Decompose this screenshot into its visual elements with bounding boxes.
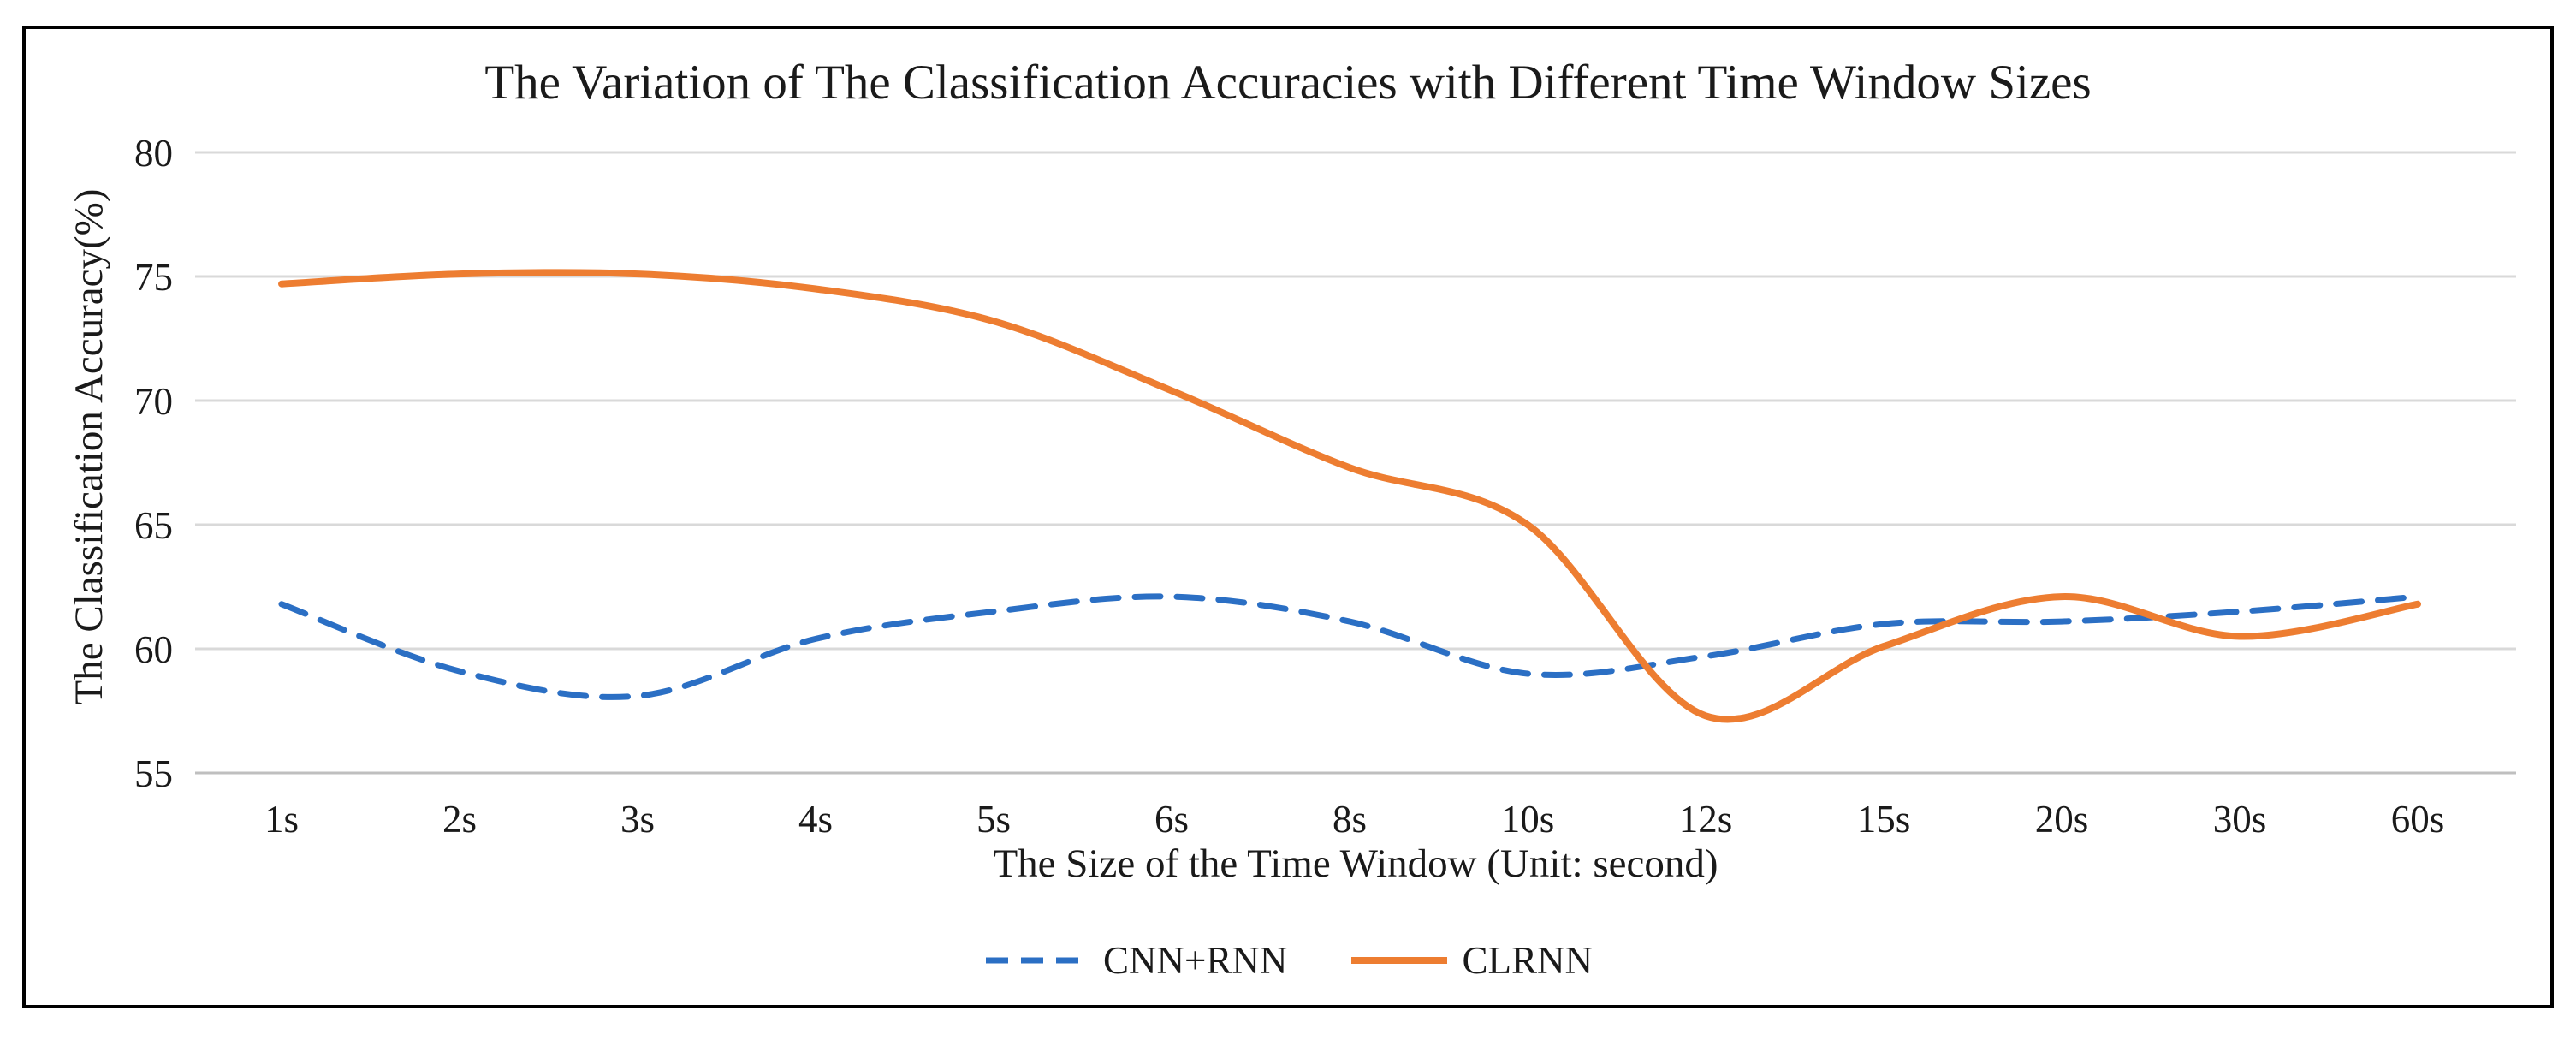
x-tick-label: 4s	[798, 798, 833, 841]
chart-frame	[22, 26, 2554, 1008]
x-axis-title: The Size of the Time Window (Unit: secon…	[993, 841, 1718, 886]
x-tick-label: 12s	[1679, 798, 1733, 841]
x-tick-label: 2s	[442, 798, 477, 841]
x-tick-label: 30s	[2213, 798, 2267, 841]
chart-title: The Variation of The Classification Accu…	[484, 56, 2092, 110]
x-tick-label: 6s	[1154, 798, 1189, 841]
dashed-line-swatch-icon	[986, 957, 1089, 964]
legend-item-cnn-rnn: CNN+RNN	[983, 938, 1287, 983]
y-tick-label: 65	[134, 504, 173, 547]
y-tick-label: 60	[134, 628, 173, 671]
legend-label-cnn-rnn: CNN+RNN	[1103, 939, 1288, 982]
legend: CNN+RNN CLRNN	[0, 938, 2576, 983]
x-tick-label: 15s	[1857, 798, 1911, 841]
y-tick-label: 70	[134, 380, 173, 423]
series-line-clrnn	[278, 269, 2421, 723]
x-tick-label: 20s	[2035, 798, 2089, 841]
series-line-cnn-rnn	[278, 593, 2421, 700]
legend-item-clrnn: CLRNN	[1349, 938, 1593, 983]
x-tick-label: 60s	[2391, 798, 2445, 841]
x-tick-label: 10s	[1501, 798, 1555, 841]
x-tick-label: 1s	[264, 798, 299, 841]
y-tick-label: 55	[134, 752, 173, 795]
x-tick-label: 3s	[620, 798, 655, 841]
y-tick-label: 75	[134, 256, 173, 299]
x-tick-label: 8s	[1333, 798, 1367, 841]
x-tick-label: 5s	[976, 798, 1011, 841]
solid-line-swatch-icon	[1351, 957, 1448, 964]
legend-label-clrnn: CLRNN	[1462, 939, 1593, 982]
y-tick-label: 80	[134, 132, 173, 175]
